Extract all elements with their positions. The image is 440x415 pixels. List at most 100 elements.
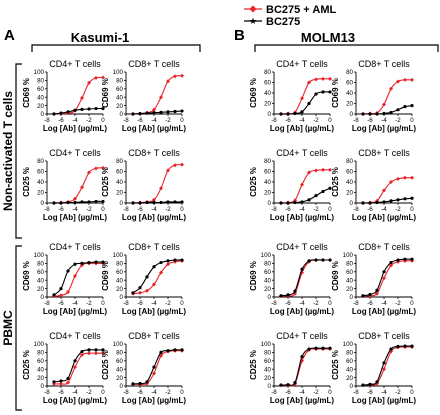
data-point	[307, 80, 311, 85]
data-point	[166, 168, 170, 173]
y-tick-label: 60	[264, 169, 271, 176]
y-tick-label: 80	[116, 261, 123, 268]
y-axis-label: CD25 %	[22, 167, 31, 197]
series-bc275	[52, 348, 105, 384]
subplot-title: CD8+ T cells	[128, 59, 180, 69]
row-group-label-2: PBMC	[1, 310, 15, 346]
y-tick-label: 80	[116, 350, 123, 357]
data-point	[166, 262, 170, 267]
data-point	[286, 383, 290, 387]
data-point	[66, 269, 70, 273]
x-tick-label: -4	[299, 117, 305, 124]
y-tick-label: 80	[37, 158, 44, 165]
y-tick-label: 20	[264, 286, 271, 293]
series-bc275	[361, 104, 414, 116]
subplot-title: CD4+ T cells	[276, 331, 328, 341]
data-point	[293, 200, 297, 205]
data-point	[180, 109, 184, 113]
y-tick-label: 20	[37, 286, 44, 293]
x-tick-label: -6	[367, 117, 373, 124]
data-point	[159, 200, 163, 205]
series-line	[280, 91, 331, 115]
x-tick-label: -4	[381, 206, 387, 213]
x-tick-label: -2	[86, 206, 92, 213]
x-tick-label: 0	[101, 117, 105, 124]
data-point	[138, 381, 142, 386]
y-tick-label: 0	[41, 294, 45, 301]
x-tick-label: -4	[72, 389, 78, 396]
series-bc275-aml	[279, 76, 332, 116]
data-point	[389, 86, 393, 91]
y-tick-label: 100	[343, 252, 354, 259]
data-point	[410, 104, 414, 108]
x-axis-label: Log [Ab] (µg/mL)	[352, 307, 416, 316]
x-tick-label: -8	[271, 117, 277, 124]
data-point	[314, 258, 318, 262]
x-tick-label: 0	[101, 389, 105, 396]
data-point	[80, 349, 84, 354]
x-tick-label: 0	[410, 117, 414, 124]
y-tick-label: 100	[113, 341, 124, 348]
subplot-title: CD8+ T cells	[128, 331, 180, 341]
y-tick-label: 40	[264, 277, 271, 284]
series-bc275	[131, 258, 184, 295]
x-tick-label: -8	[123, 206, 129, 213]
data-point	[131, 382, 135, 386]
x-tick-label: -6	[285, 300, 291, 307]
x-tick-label: -8	[353, 117, 359, 124]
data-point	[361, 383, 365, 387]
data-point	[94, 199, 98, 204]
data-point	[159, 95, 163, 100]
data-point	[159, 270, 163, 275]
data-point	[368, 292, 372, 297]
y-axis-label: CD69 %	[22, 78, 31, 108]
y-tick-label: 80	[37, 350, 44, 357]
x-tick-label: 0	[328, 117, 332, 124]
series-line	[132, 350, 183, 386]
data-point	[152, 371, 156, 376]
data-point	[87, 351, 91, 356]
y-axis-label: CD69 %	[22, 261, 31, 291]
x-tick-label: -6	[58, 117, 64, 124]
y-tick-label: 40	[264, 90, 271, 97]
data-point	[87, 260, 91, 265]
data-point	[328, 167, 332, 172]
series-bc275-aml	[52, 165, 105, 205]
data-point	[101, 199, 105, 204]
y-axis-label: CD69 %	[249, 78, 258, 108]
subplot-title: CD4+ T cells	[276, 242, 328, 252]
y-tick-label: 80	[264, 261, 271, 268]
subplot-title: CD4+ T cells	[49, 59, 101, 69]
x-tick-label: -2	[313, 206, 319, 213]
y-tick-label: 80	[37, 261, 44, 268]
series-line	[132, 164, 183, 204]
y-tick-label: 60	[37, 169, 44, 176]
data-point	[300, 267, 304, 271]
subplot-title: CD8+ T cells	[358, 242, 410, 252]
x-tick-label: -2	[165, 300, 171, 307]
data-point	[152, 265, 156, 269]
data-point	[321, 76, 325, 81]
data-point	[293, 111, 297, 116]
x-tick-label: -2	[313, 389, 319, 396]
y-tick-label: 100	[34, 252, 45, 259]
data-point	[307, 259, 311, 263]
y-tick-label: 40	[264, 179, 271, 186]
series-bc275	[279, 186, 332, 205]
data-point	[286, 293, 290, 297]
x-tick-label: -8	[353, 206, 359, 213]
data-point	[152, 107, 156, 112]
y-tick-label: 40	[264, 366, 271, 373]
y-axis-label: CD25 %	[101, 350, 110, 380]
y-tick-label: 0	[350, 294, 354, 301]
series-bc275-aml	[131, 162, 184, 205]
data-point	[101, 260, 105, 264]
x-axis-label: Log [Ab] (µg/mL)	[43, 213, 107, 222]
y-tick-label: 80	[264, 69, 271, 76]
data-point	[382, 188, 386, 193]
y-tick-label: 40	[346, 90, 353, 97]
